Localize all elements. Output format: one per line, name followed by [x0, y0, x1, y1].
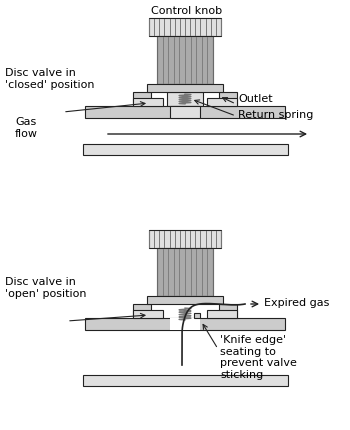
Bar: [133, 92, 151, 106]
Bar: [133, 98, 163, 106]
Bar: [167, 304, 203, 318]
Bar: [219, 92, 237, 106]
Text: 'Knife edge'
seating to
prevent valve
sticking: 'Knife edge' seating to prevent valve st…: [220, 335, 297, 380]
Bar: [133, 310, 163, 318]
Bar: [167, 92, 203, 106]
Bar: [147, 84, 223, 92]
Bar: [83, 375, 287, 386]
Text: Return spring: Return spring: [238, 110, 313, 120]
Text: Control knob: Control knob: [152, 6, 223, 16]
Bar: [157, 248, 213, 296]
Text: Disc valve in
'closed' position: Disc valve in 'closed' position: [5, 68, 95, 90]
Bar: [170, 106, 200, 118]
Bar: [85, 318, 285, 330]
Bar: [147, 296, 223, 304]
Bar: [157, 36, 213, 84]
Text: Expired gas: Expired gas: [264, 298, 329, 308]
Bar: [133, 304, 151, 318]
Bar: [85, 106, 285, 118]
Bar: [149, 230, 221, 248]
Bar: [83, 144, 287, 155]
Bar: [149, 18, 221, 36]
Bar: [170, 318, 200, 330]
Bar: [219, 304, 237, 318]
Text: Outlet: Outlet: [238, 94, 273, 104]
Bar: [194, 313, 200, 318]
Text: Disc valve in
'open' position: Disc valve in 'open' position: [5, 277, 86, 299]
Bar: [207, 310, 237, 318]
Bar: [207, 98, 237, 106]
Text: Gas
flow: Gas flow: [15, 117, 38, 139]
